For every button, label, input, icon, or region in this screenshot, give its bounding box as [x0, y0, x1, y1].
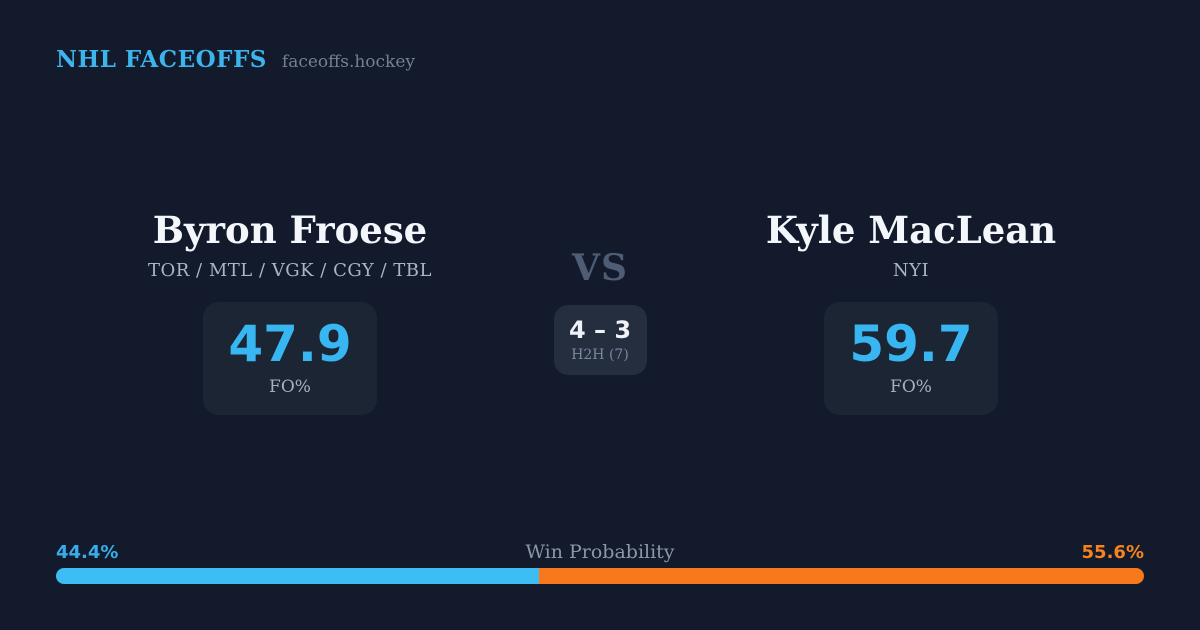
- player-left-column: Byron Froese TOR / MTL / VGK / CGY / TBL…: [110, 209, 470, 415]
- vs-label: VS: [572, 247, 628, 289]
- brand-logo-text: NHL FACEOFFS: [56, 46, 267, 73]
- player-right-name: Kyle MacLean: [765, 208, 1057, 252]
- site-url: faceoffs.hockey: [281, 52, 416, 72]
- h2h-label: H2H (7): [571, 346, 629, 363]
- player-left-fo-pct: 47.9: [228, 315, 352, 374]
- player-left-stat-label: FO%: [269, 377, 311, 398]
- header: NHL FACEOFFS faceoffs.hockey: [56, 46, 415, 73]
- win-prob-title: Win Probability: [525, 541, 675, 563]
- h2h-score: 4 – 3: [568, 315, 632, 344]
- player-right-teams: NYI: [892, 259, 930, 281]
- player-left-stat-card: 47.9 FO%: [203, 301, 377, 415]
- matchup-center-column: VS 4 – 3 H2H (7): [520, 250, 680, 375]
- player-left-name: Byron Froese: [152, 208, 428, 252]
- win-probability-bar: [56, 568, 1144, 584]
- win-prob-right-segment: [539, 568, 1144, 584]
- h2h-card: 4 – 3 H2H (7): [553, 305, 647, 375]
- win-prob-right-pct: 55.6%: [1081, 542, 1144, 563]
- player-right-stat-card: 59.7 FO%: [824, 301, 998, 415]
- player-right-stat-label: FO%: [890, 377, 932, 398]
- player-left-teams: TOR / MTL / VGK / CGY / TBL: [148, 259, 432, 281]
- player-right-fo-pct: 59.7: [849, 315, 973, 374]
- player-right-column: Kyle MacLean NYI 59.7 FO%: [731, 209, 1091, 415]
- win-probability-labels: 44.4% Win Probability 55.6%: [56, 541, 1144, 563]
- win-prob-left-pct: 44.4%: [56, 542, 119, 563]
- win-prob-left-segment: [56, 568, 540, 584]
